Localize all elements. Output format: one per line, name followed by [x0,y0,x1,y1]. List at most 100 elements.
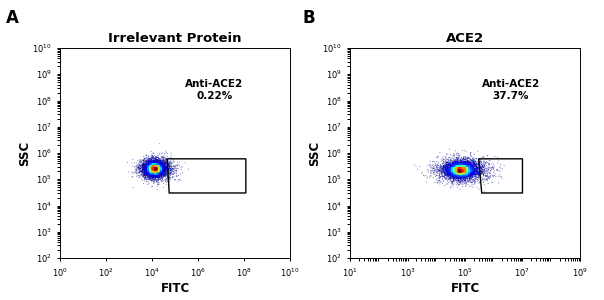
Point [151,166,161,170]
Point [461,168,471,173]
Point [461,167,471,171]
Point [459,166,469,170]
Point [453,182,463,186]
Point [443,170,453,175]
Point [150,168,159,173]
Point [455,157,465,162]
Point [471,176,480,181]
Point [149,169,158,173]
Point [426,171,435,176]
Point [154,164,164,169]
Point [145,166,155,170]
Point [147,167,156,171]
Point [149,164,159,169]
Point [149,167,159,171]
Point [447,167,457,171]
Point [152,166,162,171]
Point [150,169,160,174]
Point [464,168,474,173]
Point [152,168,161,173]
Point [149,168,158,172]
Point [149,161,158,166]
Point [147,162,156,167]
Point [463,169,472,173]
Point [147,166,157,170]
Point [155,166,164,170]
Point [462,168,472,172]
Point [456,167,466,171]
Point [149,163,159,167]
Point [459,165,469,170]
Point [143,167,152,172]
Point [152,166,162,170]
Point [459,155,469,160]
Point [149,167,158,172]
Point [466,168,475,173]
Point [152,168,162,172]
Point [480,169,489,174]
Point [466,167,475,172]
Point [140,170,149,175]
Point [145,170,155,175]
Point [149,168,158,173]
Point [451,159,460,164]
Point [155,166,164,171]
Point [151,160,161,165]
Point [458,171,467,176]
Point [460,167,470,172]
Point [468,160,478,164]
Point [142,170,152,175]
Point [147,165,157,170]
Point [146,169,156,173]
Point [493,154,503,159]
Point [463,164,472,169]
Point [153,166,163,171]
Point [458,168,467,173]
Point [146,168,156,172]
Point [452,172,462,177]
Point [147,162,156,167]
Point [143,168,152,172]
Point [164,170,173,175]
Point [155,182,164,187]
Point [138,167,148,172]
Point [152,163,162,168]
Point [150,164,159,168]
Point [457,174,466,179]
Point [143,164,152,169]
Point [462,167,472,171]
Point [464,170,474,175]
Point [139,159,149,164]
Point [156,171,165,176]
Point [456,168,466,173]
Point [155,168,165,173]
Point [454,166,464,171]
Point [154,167,164,172]
Point [451,174,460,179]
Point [150,169,159,174]
Point [454,169,463,174]
Point [457,171,466,176]
Point [149,169,159,174]
Point [463,164,473,169]
Point [150,161,159,166]
Point [452,167,461,172]
Point [448,174,457,179]
Point [152,171,162,176]
Point [149,171,158,176]
Point [146,163,155,168]
Point [154,169,164,174]
Point [434,178,444,183]
Point [146,166,155,171]
Point [454,168,463,172]
Point [419,173,428,178]
Point [451,166,460,171]
Point [162,159,172,164]
Point [452,166,462,170]
Point [152,165,162,170]
Point [145,165,155,170]
Point [458,167,468,171]
Point [451,171,460,176]
Point [466,169,475,174]
Point [148,162,158,167]
